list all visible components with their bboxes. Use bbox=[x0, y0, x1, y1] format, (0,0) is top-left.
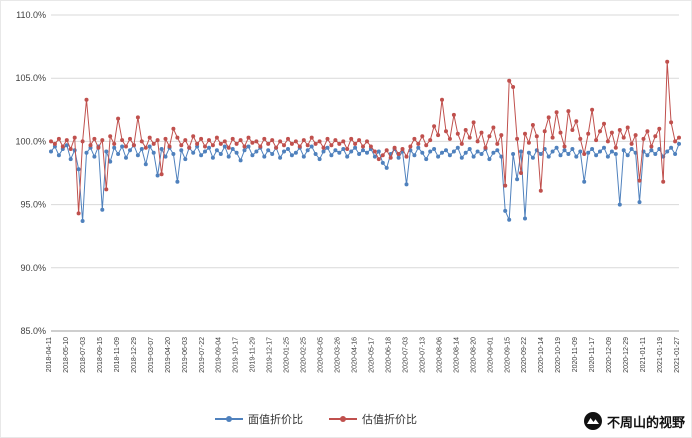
svg-text:2020-07-13: 2020-07-13 bbox=[419, 337, 426, 373]
chart-plot-area: 85.0% 90.0% 95.0% 100.0% 105.0% 110.0% 2018-04… bbox=[15, 10, 681, 373]
legend-marker-red bbox=[329, 414, 357, 424]
svg-text:2020-08-20: 2020-08-20 bbox=[470, 337, 477, 373]
svg-text:2021-01-11: 2021-01-11 bbox=[640, 337, 647, 372]
svg-text:2020-09-15: 2020-09-15 bbox=[504, 337, 511, 373]
brand-watermark-text: 不周山的视野 bbox=[606, 414, 685, 430]
svg-text:2018-09-15: 2018-09-15 bbox=[97, 337, 104, 373]
svg-text:2020-02-25: 2020-02-25 bbox=[301, 337, 308, 373]
svg-text:2018-07-03: 2018-07-03 bbox=[80, 337, 87, 373]
svg-text:85.0%: 85.0% bbox=[20, 326, 46, 336]
svg-text:2020-09-22: 2020-09-22 bbox=[521, 337, 528, 373]
legend-marker-blue bbox=[215, 414, 243, 424]
brand-watermark: 不周山的视野 bbox=[583, 411, 685, 431]
svg-text:2020-11-09: 2020-11-09 bbox=[572, 337, 579, 372]
svg-text:110.0%: 110.0% bbox=[16, 10, 46, 20]
brand-seal-icon bbox=[583, 412, 602, 430]
chart-legend: 面值折价比 估值折价比 bbox=[1, 411, 631, 427]
svg-text:2020-06-18: 2020-06-18 bbox=[386, 337, 393, 373]
svg-text:2020-11-17: 2020-11-17 bbox=[589, 337, 596, 372]
svg-text:2019-11-29: 2019-11-29 bbox=[250, 337, 257, 372]
svg-text:100.0%: 100.0% bbox=[15, 136, 46, 146]
svg-text:95.0%: 95.0% bbox=[20, 200, 46, 210]
svg-text:2020-05-17: 2020-05-17 bbox=[369, 337, 376, 373]
svg-text:2021-01-27: 2021-01-27 bbox=[674, 337, 681, 373]
legend-label-valuation-ratio: 估值折价比 bbox=[362, 414, 417, 426]
svg-text:2019-10-17: 2019-10-17 bbox=[233, 337, 240, 373]
svg-text:90.0%: 90.0% bbox=[20, 263, 46, 273]
svg-text:2020-12-29: 2020-12-29 bbox=[623, 337, 630, 373]
svg-text:2020-08-06: 2020-08-06 bbox=[436, 337, 443, 373]
svg-text:2018-05-10: 2018-05-10 bbox=[63, 337, 70, 373]
svg-text:2020-10-14: 2020-10-14 bbox=[538, 337, 545, 373]
svg-text:2020-03-26: 2020-03-26 bbox=[335, 337, 342, 373]
svg-text:2020-09-01: 2020-09-01 bbox=[487, 337, 494, 373]
legend-item-face-value-ratio: 面值折价比 bbox=[215, 411, 303, 427]
svg-text:2019-04-20: 2019-04-20 bbox=[165, 337, 172, 373]
legend-label-face-value-ratio: 面值折价比 bbox=[248, 414, 303, 426]
legend-item-valuation-ratio: 估值折价比 bbox=[329, 411, 417, 427]
svg-text:2020-12-09: 2020-12-09 bbox=[606, 337, 613, 373]
svg-text:2020-10-19: 2020-10-19 bbox=[555, 337, 562, 373]
svg-text:2020-08-14: 2020-08-14 bbox=[453, 337, 460, 373]
svg-text:2019-06-03: 2019-06-03 bbox=[182, 337, 189, 373]
svg-text:2018-11-09: 2018-11-09 bbox=[114, 337, 121, 372]
svg-text:2020-04-16: 2020-04-16 bbox=[352, 337, 359, 373]
svg-text:2018-04-11: 2018-04-11 bbox=[46, 337, 53, 372]
svg-text:2020-07-03: 2020-07-03 bbox=[402, 337, 409, 373]
svg-text:2020-03-05: 2020-03-05 bbox=[318, 337, 325, 373]
svg-text:2020-01-25: 2020-01-25 bbox=[284, 337, 291, 373]
svg-text:2018-12-29: 2018-12-29 bbox=[131, 337, 138, 373]
svg-text:2019-09-04: 2019-09-04 bbox=[216, 337, 223, 373]
svg-text:2019-07-22: 2019-07-22 bbox=[199, 337, 206, 373]
svg-text:2021-01-19: 2021-01-19 bbox=[657, 337, 664, 373]
svg-text:2019-12-17: 2019-12-17 bbox=[267, 337, 274, 373]
svg-text:2019-03-07: 2019-03-07 bbox=[148, 337, 155, 373]
svg-text:105.0%: 105.0% bbox=[15, 73, 46, 83]
